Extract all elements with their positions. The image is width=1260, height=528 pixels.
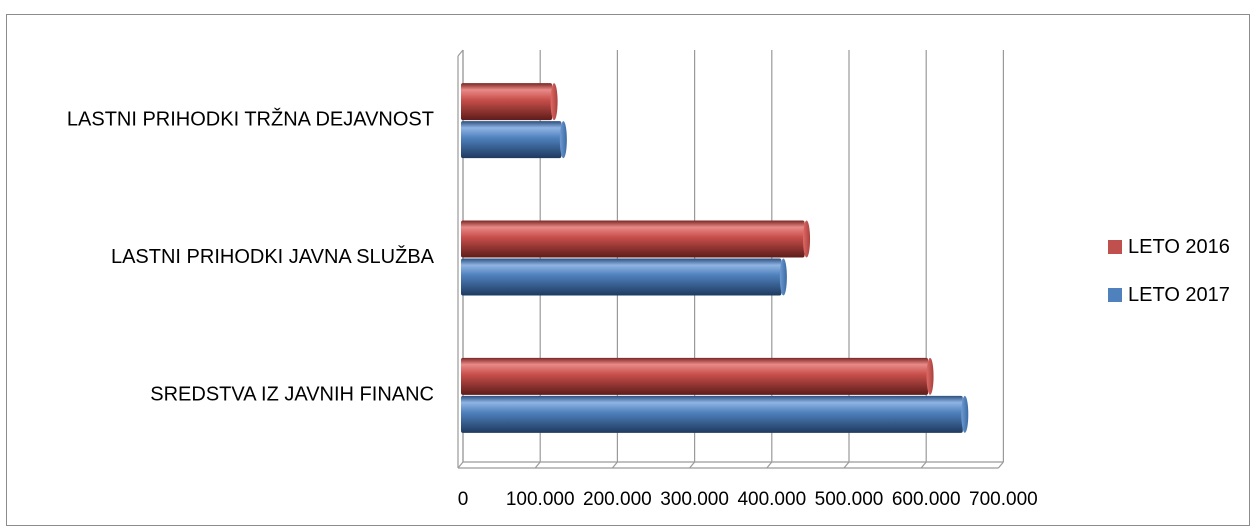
wall-top-edge xyxy=(457,49,464,57)
bar-leto-2016 xyxy=(461,220,805,258)
x-tick-label: 700.000 xyxy=(969,489,1038,510)
bar-end-cap xyxy=(961,395,969,433)
category-label: SREDSTVA IZ JAVNIH FINANC xyxy=(150,383,434,405)
floor-gridline xyxy=(766,461,773,469)
floor-gridline xyxy=(920,461,927,469)
bar-leto-2017 xyxy=(461,395,963,433)
x-tick-label: 400.000 xyxy=(737,489,806,510)
legend-swatch xyxy=(1108,288,1122,302)
legend: LETO 2016 LETO 2017 xyxy=(1108,236,1230,306)
category-label: LASTNI PRIHODKI TRŽNA DEJAVNOST xyxy=(67,108,434,131)
x-tick-label: 300.000 xyxy=(660,489,729,510)
legend-swatch xyxy=(1108,240,1122,254)
x-tick-label: 200.000 xyxy=(583,489,652,510)
bar-leto-2017 xyxy=(461,121,562,159)
bars xyxy=(461,83,969,433)
x-tick-label: 100.000 xyxy=(506,489,575,510)
bar-end-cap xyxy=(926,357,934,395)
floor-gridline xyxy=(843,461,850,469)
bar-end-cap xyxy=(803,220,811,258)
bar-leto-2017 xyxy=(461,258,782,296)
bar-leto-2016 xyxy=(461,357,929,395)
bar-end-cap xyxy=(779,258,787,296)
floor-gridline xyxy=(457,461,464,469)
legend-label: LETO 2016 xyxy=(1128,236,1230,258)
bar-leto-2016 xyxy=(461,83,553,121)
legend-label: LETO 2017 xyxy=(1128,284,1230,306)
labels: SREDSTVA IZ JAVNIH FINANC LASTNI PRIHODKI… xyxy=(67,108,1038,510)
bar-end-cap xyxy=(550,83,558,121)
x-tick-label: 0 xyxy=(458,489,469,510)
floor-gridline xyxy=(689,461,696,469)
floor-gridline xyxy=(997,461,1004,469)
x-tick-label: 500.000 xyxy=(815,489,884,510)
category-label: LASTNI PRIHODKI JAVNA SLUŽBA xyxy=(111,245,435,268)
floor-gridline xyxy=(534,461,541,469)
floor-gridline xyxy=(611,461,618,469)
x-tick-label: 600.000 xyxy=(892,489,961,510)
bar-end-cap xyxy=(559,121,567,159)
